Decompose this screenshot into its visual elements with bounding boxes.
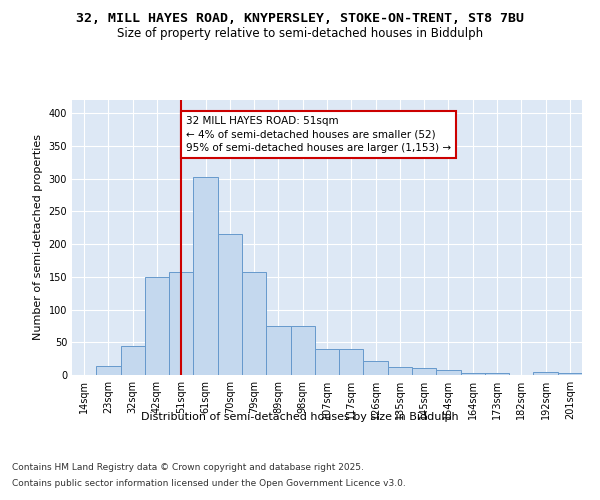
- Bar: [485, 373, 509, 375]
- Text: Contains public sector information licensed under the Open Government Licence v3: Contains public sector information licen…: [12, 479, 406, 488]
- Text: 32 MILL HAYES ROAD: 51sqm
← 4% of semi-detached houses are smaller (52)
95% of s: 32 MILL HAYES ROAD: 51sqm ← 4% of semi-d…: [186, 116, 451, 153]
- Bar: [388, 367, 412, 375]
- Bar: [364, 360, 388, 375]
- Bar: [266, 326, 290, 375]
- Bar: [145, 277, 169, 375]
- Bar: [315, 349, 339, 375]
- Bar: [461, 373, 485, 375]
- Bar: [169, 272, 193, 375]
- Bar: [533, 372, 558, 375]
- Bar: [121, 346, 145, 375]
- Text: 32, MILL HAYES ROAD, KNYPERSLEY, STOKE-ON-TRENT, ST8 7BU: 32, MILL HAYES ROAD, KNYPERSLEY, STOKE-O…: [76, 12, 524, 26]
- Y-axis label: Number of semi-detached properties: Number of semi-detached properties: [33, 134, 43, 340]
- Bar: [412, 368, 436, 375]
- Bar: [290, 326, 315, 375]
- Bar: [242, 272, 266, 375]
- Bar: [436, 370, 461, 375]
- Bar: [558, 373, 582, 375]
- Text: Distribution of semi-detached houses by size in Biddulph: Distribution of semi-detached houses by …: [141, 412, 459, 422]
- Bar: [218, 234, 242, 375]
- Bar: [339, 349, 364, 375]
- Bar: [96, 366, 121, 375]
- Text: Contains HM Land Registry data © Crown copyright and database right 2025.: Contains HM Land Registry data © Crown c…: [12, 462, 364, 471]
- Bar: [193, 176, 218, 375]
- Text: Size of property relative to semi-detached houses in Biddulph: Size of property relative to semi-detach…: [117, 28, 483, 40]
